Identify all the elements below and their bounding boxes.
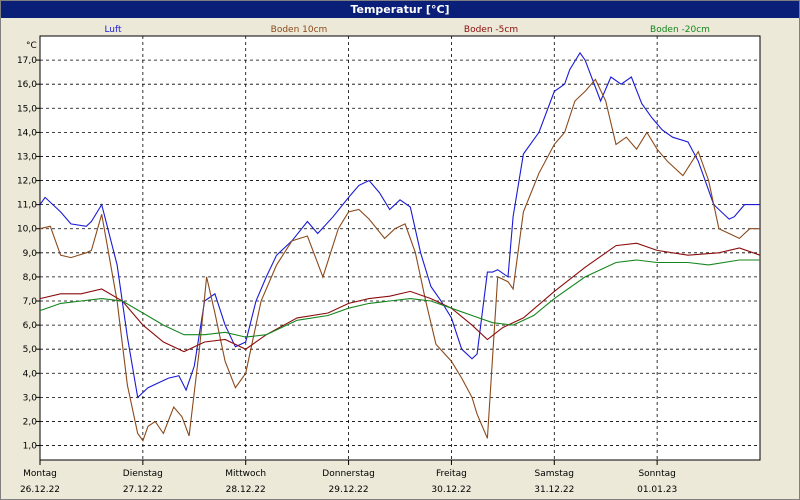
x-tick-day: Donnerstag bbox=[322, 469, 375, 479]
chart-title: Temperatur [°C] bbox=[1, 1, 799, 18]
y-tick-label: 3,0 bbox=[23, 393, 38, 403]
y-axis-label: °C bbox=[26, 41, 37, 51]
y-tick-label: 1,0 bbox=[23, 442, 38, 452]
legend-entry: Boden 10cm bbox=[271, 25, 328, 35]
series-lines bbox=[39, 51, 761, 442]
x-tick-date: 30.12.22 bbox=[431, 485, 471, 495]
y-tick-label: 4,0 bbox=[23, 369, 38, 379]
x-tick-day: Montag bbox=[23, 469, 57, 479]
series-line-3 bbox=[39, 242, 761, 353]
x-tick-day: Mittwoch bbox=[225, 469, 266, 479]
y-tick-label: 13,0 bbox=[17, 152, 37, 162]
y-tick-label: 9,0 bbox=[23, 249, 38, 259]
x-tick-date: 31.12.22 bbox=[534, 485, 574, 495]
y-tick-label: 2,0 bbox=[23, 417, 38, 427]
series-line-1 bbox=[39, 51, 760, 399]
y-tick-label: 7,0 bbox=[23, 297, 38, 307]
legend-entry: Boden -5cm bbox=[464, 25, 518, 35]
y-tick-label: 6,0 bbox=[23, 321, 38, 331]
y-axis-ticks: 1,0 2,0 3,0 4,0 5,0 6,0 7,0 8,0 9,0 10,0 11,0 12,0 1… bbox=[17, 56, 40, 452]
y-tick-label: 15,0 bbox=[17, 104, 37, 114]
series-line-2 bbox=[39, 78, 760, 442]
y-tick-label: 5,0 bbox=[23, 345, 38, 355]
x-tick-day: Samstag bbox=[535, 469, 574, 479]
y-tick-label: 8,0 bbox=[23, 273, 38, 283]
legend: Luft Boden 10cm Boden -5cm Boden -20cm bbox=[104, 25, 710, 35]
y-tick-label: 17,0 bbox=[17, 56, 37, 66]
x-tick-day: Dienstag bbox=[123, 469, 163, 479]
plot-area bbox=[39, 35, 761, 461]
legend-entry: Luft bbox=[104, 25, 122, 35]
x-tick-day: Freitag bbox=[436, 469, 467, 479]
x-tick-date: 26.12.22 bbox=[20, 485, 60, 495]
y-tick-label: 12,0 bbox=[17, 177, 37, 187]
grid-lines bbox=[40, 36, 760, 460]
y-tick-label: 11,0 bbox=[17, 201, 37, 211]
y-tick-label: 16,0 bbox=[17, 80, 37, 90]
y-tick-label: 10,0 bbox=[17, 225, 37, 235]
x-tick-date: 28.12.22 bbox=[226, 485, 266, 495]
x-axis-ticks: Montag 26.12.22 Dienstag 27.12.22 Mittwoch 28… bbox=[20, 460, 677, 495]
x-tick-date: 01.01.23 bbox=[637, 485, 677, 495]
series-line-4 bbox=[39, 259, 760, 338]
x-tick-date: 27.12.22 bbox=[123, 485, 163, 495]
legend-entry: Boden -20cm bbox=[650, 25, 710, 35]
x-tick-date: 29.12.22 bbox=[329, 485, 369, 495]
x-tick-day: Sonntag bbox=[638, 469, 675, 479]
y-tick-label: 14,0 bbox=[17, 128, 37, 138]
